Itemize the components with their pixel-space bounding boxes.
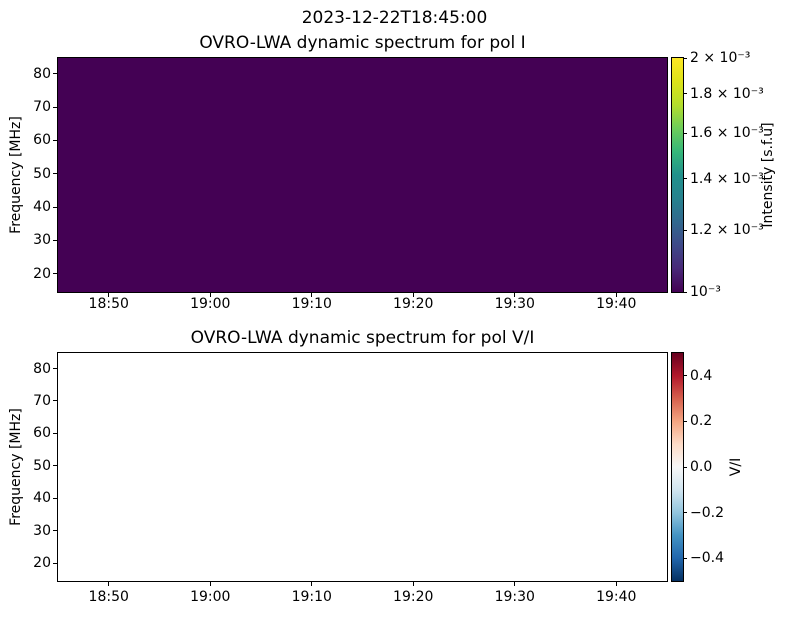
y-tick-mark	[53, 173, 57, 175]
colorbar-tick-label: −0.4	[690, 550, 724, 567]
x-tick-label: 19:30	[494, 296, 535, 312]
colorbar-tick-label: 0.4	[690, 367, 713, 384]
y-tick-label: 60	[33, 132, 51, 149]
y-tick-mark	[53, 273, 57, 275]
y-tick-mark	[53, 73, 57, 75]
y-tick-label: 50	[33, 165, 51, 182]
y-tick-mark	[53, 139, 57, 141]
x-tick-mark	[209, 582, 211, 586]
y-tick-label: 30	[33, 232, 51, 249]
x-tick-mark	[412, 293, 414, 297]
colorbar-tick-mark	[684, 229, 687, 231]
y-tick-mark	[53, 432, 57, 434]
y-tick-label: 80	[33, 360, 51, 377]
y-tick-label: 50	[33, 457, 51, 474]
pol-i-title: OVRO-LWA dynamic spectrum for pol I	[199, 33, 526, 53]
x-tick-mark	[209, 293, 211, 297]
colorbar-tick-mark	[684, 291, 687, 293]
pol-vi-colorbar	[671, 352, 684, 582]
x-tick-label: 19:40	[596, 296, 637, 312]
y-tick-mark	[53, 497, 57, 499]
colorbar-tick-mark	[684, 375, 687, 377]
colorbar-tick-mark	[684, 466, 687, 468]
y-tick-mark	[53, 530, 57, 532]
colorbar-tick-label: 10⁻³	[690, 284, 721, 300]
colorbar-tick-mark	[684, 178, 687, 179]
colorbar-tick-label: 1.2 × 10⁻³	[690, 222, 764, 239]
y-tick-label: 60	[33, 425, 51, 442]
y-tick-mark	[53, 400, 57, 402]
x-tick-mark	[311, 582, 313, 586]
y-tick-mark	[53, 106, 57, 108]
figure-suptitle: 2023-12-22T18:45:00	[301, 8, 488, 28]
y-tick-label: 40	[33, 199, 51, 216]
colorbar-tick-label: 2 × 10⁻³	[690, 50, 751, 66]
x-tick-label: 19:30	[494, 589, 535, 605]
x-tick-label: 18:50	[88, 589, 129, 605]
pol-vi-heatmap	[57, 352, 668, 582]
x-tick-mark	[615, 582, 617, 586]
y-tick-label: 20	[33, 555, 51, 572]
x-tick-label: 19:20	[393, 589, 434, 605]
colorbar-tick-label: −0.2	[690, 504, 724, 521]
y-tick-label: 20	[33, 265, 51, 282]
colorbar-tick-label: 0.2	[690, 413, 713, 430]
y-tick-label: 30	[33, 522, 51, 539]
y-tick-mark	[53, 239, 57, 241]
colorbar-tick-mark	[684, 57, 687, 59]
colorbar-tick-label: 1.4 × 10⁻³	[690, 170, 764, 187]
colorbar-tick-mark	[684, 557, 687, 559]
x-tick-label: 19:10	[291, 296, 332, 312]
colorbar-tick-mark	[684, 132, 687, 134]
pol-vi-title: OVRO-LWA dynamic spectrum for pol V/I	[190, 328, 535, 348]
x-tick-label: 19:00	[190, 589, 231, 605]
x-tick-mark	[412, 582, 414, 586]
x-tick-label: 19:00	[190, 296, 231, 312]
y-tick-label: 70	[33, 392, 51, 409]
x-tick-label: 19:40	[596, 589, 637, 605]
colorbar-tick-label: 1.8 × 10⁻³	[690, 85, 764, 102]
x-tick-mark	[514, 582, 516, 586]
y-tick-label: 80	[33, 65, 51, 82]
colorbar-tick-mark	[684, 93, 687, 95]
x-tick-mark	[108, 582, 110, 586]
y-tick-label: 40	[33, 490, 51, 507]
y-tick-mark	[53, 562, 57, 564]
x-tick-mark	[615, 293, 617, 297]
y-tick-label: 70	[33, 99, 51, 116]
y-tick-mark	[53, 368, 57, 369]
x-tick-label: 19:10	[291, 589, 332, 605]
x-tick-mark	[514, 293, 516, 297]
colorbar-tick-label: 1.6 × 10⁻³	[690, 125, 764, 142]
x-tick-label: 18:50	[88, 296, 129, 312]
y-tick-mark	[53, 206, 57, 208]
x-tick-mark	[311, 293, 313, 297]
colorbar-tick-mark	[684, 420, 687, 422]
pol-i-heatmap	[57, 57, 668, 293]
colorbar-tick-mark	[684, 512, 687, 514]
x-tick-label: 19:20	[393, 296, 434, 312]
colorbar-tick-label: 0.0	[690, 459, 713, 475]
pol-i-colorbar	[671, 57, 684, 293]
x-tick-mark	[108, 293, 110, 297]
y-tick-mark	[53, 465, 57, 467]
